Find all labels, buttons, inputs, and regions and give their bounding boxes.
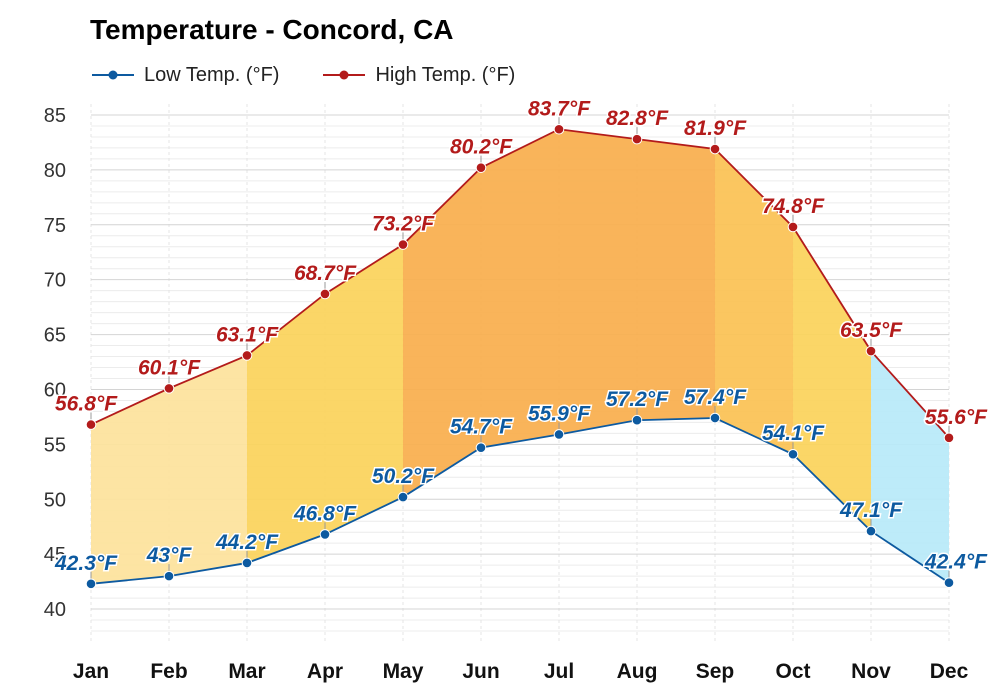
low-temp-data-label: 54.1°F bbox=[762, 422, 825, 445]
low-temp-data-label: 55.9°F bbox=[528, 402, 591, 425]
range-band bbox=[403, 167, 481, 498]
legend-item-high: High Temp. (°F) bbox=[321, 64, 515, 87]
low-temp-point bbox=[553, 429, 565, 440]
legend-label-low: Low Temp. (°F) bbox=[144, 63, 280, 86]
x-tick-label: Jul bbox=[544, 660, 574, 683]
legend: Low Temp. (°F) High Temp. (°F) bbox=[90, 60, 557, 90]
x-tick-label: Dec bbox=[930, 660, 969, 683]
high-temp-data-label: 80.2°F bbox=[450, 136, 513, 159]
high-temp-point bbox=[943, 432, 955, 444]
y-tick-label: 65 bbox=[44, 325, 66, 347]
high-temp-data-label: 63.1°F bbox=[216, 323, 279, 346]
high-temp-data-label: 81.9°F bbox=[684, 117, 747, 140]
low-temp-point bbox=[709, 412, 721, 424]
y-tick-label: 40 bbox=[44, 599, 66, 621]
low-temp-data-label: 42.4°F bbox=[924, 551, 988, 574]
range-band bbox=[715, 149, 793, 455]
high-temp-data-label: 56.8°F bbox=[55, 393, 118, 416]
low-temp-point bbox=[631, 414, 643, 426]
x-tick-label: Feb bbox=[150, 660, 187, 683]
high-temp-data-label: 55.6°F bbox=[925, 406, 988, 429]
x-tick-label: Apr bbox=[307, 660, 343, 683]
low-temp-point bbox=[475, 442, 487, 453]
range-band bbox=[559, 129, 637, 435]
y-tick-label: 85 bbox=[44, 105, 66, 127]
y-tick-label: 60 bbox=[44, 379, 66, 401]
legend-swatch-low bbox=[92, 70, 134, 80]
range-band bbox=[793, 226, 871, 532]
low-temp-data-label: 47.1°F bbox=[839, 499, 903, 522]
legend-item-low: Low Temp. (°F) bbox=[90, 64, 279, 87]
high-temp-point bbox=[397, 239, 409, 250]
high-temp-data-label: 60.1°F bbox=[138, 356, 201, 379]
high-temp-data-label: 82.8°F bbox=[606, 107, 669, 130]
low-temp-point bbox=[787, 448, 799, 460]
high-temp-data-label: 63.5°F bbox=[840, 319, 903, 342]
low-temp-data-label: 44.2°F bbox=[215, 531, 279, 554]
y-tick-label: 70 bbox=[44, 270, 66, 292]
low-temp-data-label: 46.8°F bbox=[293, 502, 357, 525]
range-band bbox=[637, 139, 715, 421]
low-temp-data-label: 50.2°F bbox=[372, 465, 435, 488]
high-temp-point bbox=[709, 143, 721, 155]
low-temp-data-label: 43°F bbox=[146, 544, 193, 567]
high-temp-point bbox=[787, 221, 799, 233]
x-tick-label: Nov bbox=[851, 660, 891, 683]
high-temp-data-label: 73.2°F bbox=[372, 213, 435, 236]
legend-swatch-high bbox=[323, 70, 366, 80]
y-tick-label: 75 bbox=[44, 215, 66, 237]
range-band bbox=[871, 351, 949, 583]
low-temp-point bbox=[397, 491, 409, 503]
low-temp-point bbox=[865, 525, 877, 537]
low-temp-data-label: 57.2°F bbox=[606, 388, 669, 411]
range-band bbox=[481, 129, 559, 448]
y-tick-label: 45 bbox=[44, 544, 66, 566]
high-temp-point bbox=[163, 383, 175, 394]
low-temp-data-label: 42.3°F bbox=[54, 552, 118, 575]
high-temp-line bbox=[90, 128, 950, 439]
high-temp-data-label: 68.7°F bbox=[294, 262, 357, 285]
range-band bbox=[169, 355, 247, 577]
high-temp-point bbox=[475, 162, 487, 173]
legend-label-high: High Temp. (°F) bbox=[375, 63, 516, 86]
low-temp-data-label: 54.7°F bbox=[450, 416, 513, 439]
high-temp-data-label: 74.8°F bbox=[762, 195, 825, 218]
range-band bbox=[91, 388, 169, 584]
low-temp-line bbox=[90, 417, 950, 585]
low-temp-point bbox=[943, 577, 955, 589]
low-temp-point bbox=[319, 529, 331, 540]
low-temp-point bbox=[163, 570, 175, 582]
low-temp-point bbox=[241, 557, 253, 569]
low-temp-data-label: 57.4°F bbox=[684, 386, 747, 409]
x-tick-label: Aug bbox=[617, 660, 658, 683]
x-tick-label: May bbox=[383, 660, 424, 683]
x-tick-label: Jun bbox=[462, 660, 499, 683]
high-temp-point bbox=[631, 133, 643, 145]
high-temp-point bbox=[865, 345, 877, 357]
y-tick-label: 55 bbox=[44, 434, 66, 456]
x-tick-label: Oct bbox=[775, 660, 810, 683]
x-tick-label: Jan bbox=[73, 660, 109, 683]
chart-title: Temperature - Concord, CA bbox=[90, 14, 454, 45]
x-tick-label: Sep bbox=[696, 660, 735, 683]
high-temp-point bbox=[85, 419, 97, 430]
low-temp-point bbox=[85, 578, 97, 590]
y-tick-label: 80 bbox=[44, 160, 66, 182]
range-band bbox=[247, 293, 325, 563]
high-temp-point bbox=[553, 123, 565, 135]
high-temp-point bbox=[241, 350, 253, 361]
x-tick-label: Mar bbox=[228, 660, 265, 683]
high-temp-point bbox=[319, 288, 331, 300]
y-tick-label: 50 bbox=[44, 489, 66, 511]
high-temp-data-label: 83.7°F bbox=[528, 97, 591, 120]
range-band bbox=[325, 244, 403, 535]
